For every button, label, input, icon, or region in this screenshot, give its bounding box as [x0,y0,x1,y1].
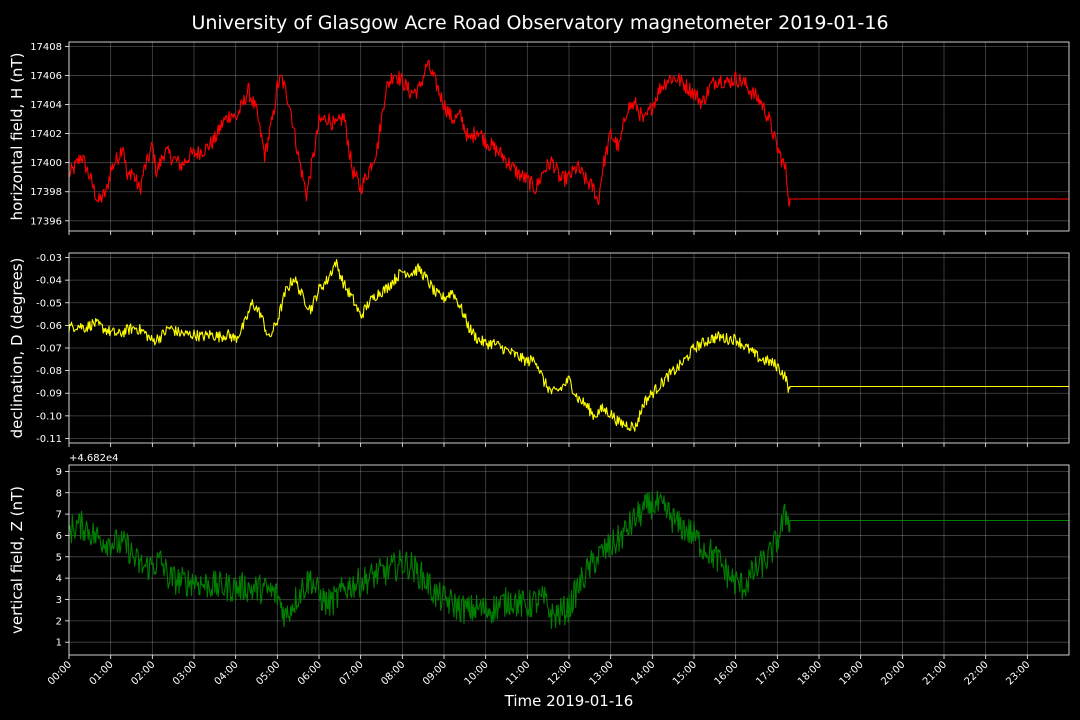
y-tick-label: -0.04 [36,276,62,287]
series-line-H [68,59,1069,207]
y-tick-label: -0.09 [36,389,62,400]
y-axis-label-Z: vertical field, Z (nT) [8,486,26,634]
y-tick-label: 17408 [30,42,62,53]
y-tick-label: 17404 [30,100,62,111]
series-line-Z [68,490,1069,630]
y-tick-label: 17406 [30,71,62,82]
y-tick-label: 3 [56,595,62,606]
y-axis-label-D: declination, D (degrees) [8,258,26,439]
chart-title: University of Glasgow Acre Road Observat… [191,12,888,34]
y-tick-label: 5 [56,552,62,563]
y-tick-label: 17402 [30,129,62,140]
y-tick-label: -0.10 [36,411,62,422]
y-tick-label: -0.08 [36,366,62,377]
y-tick-label: 7 [56,510,62,521]
y-tick-label: -0.11 [36,434,62,445]
y-tick-label: 1 [56,638,62,649]
panel-H: 17396 17398 17400 17402 17404 17406 17408 horiz… [8,41,1070,235]
y-tick-label: -0.07 [36,344,62,355]
y-offset-label-Z: +4.682e4 [69,453,119,464]
y-tick-label: 8 [56,488,62,499]
y-tick-label: -0.06 [36,321,62,332]
panel-D: -0.03 -0.04 -0.05 -0.06 -0.07 -0.08 -0.09 -0.10… [8,252,1070,447]
y-tick-label: 9 [56,467,62,478]
x-axis-label: Time 2019-01-16 [504,692,634,710]
y-tick-label: 6 [56,531,62,542]
y-tick-label: -0.03 [36,253,62,264]
series-line-D [68,259,1069,432]
y-tick-label: 4 [56,574,62,585]
y-axis-label-H: horizontal field, H (nT) [8,53,26,221]
y-tick-label: -0.05 [36,298,62,309]
y-tick-label: 17400 [30,158,62,169]
y-tick-label: 17398 [30,187,62,198]
y-tick-label: 17396 [30,216,62,227]
y-tick-label: 2 [56,616,62,627]
panel-Z: 1 2 3 4 5 6 7 8 9 vertical field, Z (nT) +4.682e4 [8,453,1070,659]
